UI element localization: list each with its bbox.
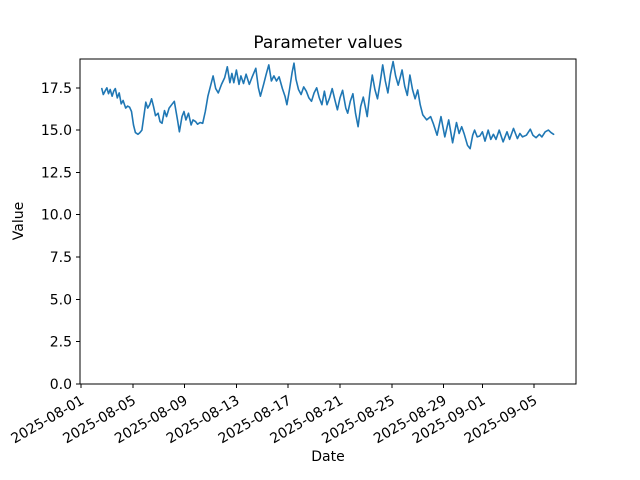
x-axis-label: Date (311, 449, 344, 465)
y-tick-label: 10.0 (41, 208, 72, 224)
y-tick-label: 12.5 (41, 165, 72, 181)
y-tick-label: 15.0 (41, 123, 72, 139)
y-tick-label: 7.5 (50, 250, 72, 266)
y-tick-label: 2.5 (50, 335, 72, 351)
y-tick-label: 0.0 (50, 377, 72, 393)
y-axis-label: Value (11, 202, 27, 240)
y-tick-label: 17.5 (41, 81, 72, 97)
y-tick-label: 5.0 (50, 292, 72, 308)
chart-title: Parameter values (253, 33, 402, 53)
plot-area-border (79, 58, 577, 385)
data-line-parameter (101, 60, 555, 150)
